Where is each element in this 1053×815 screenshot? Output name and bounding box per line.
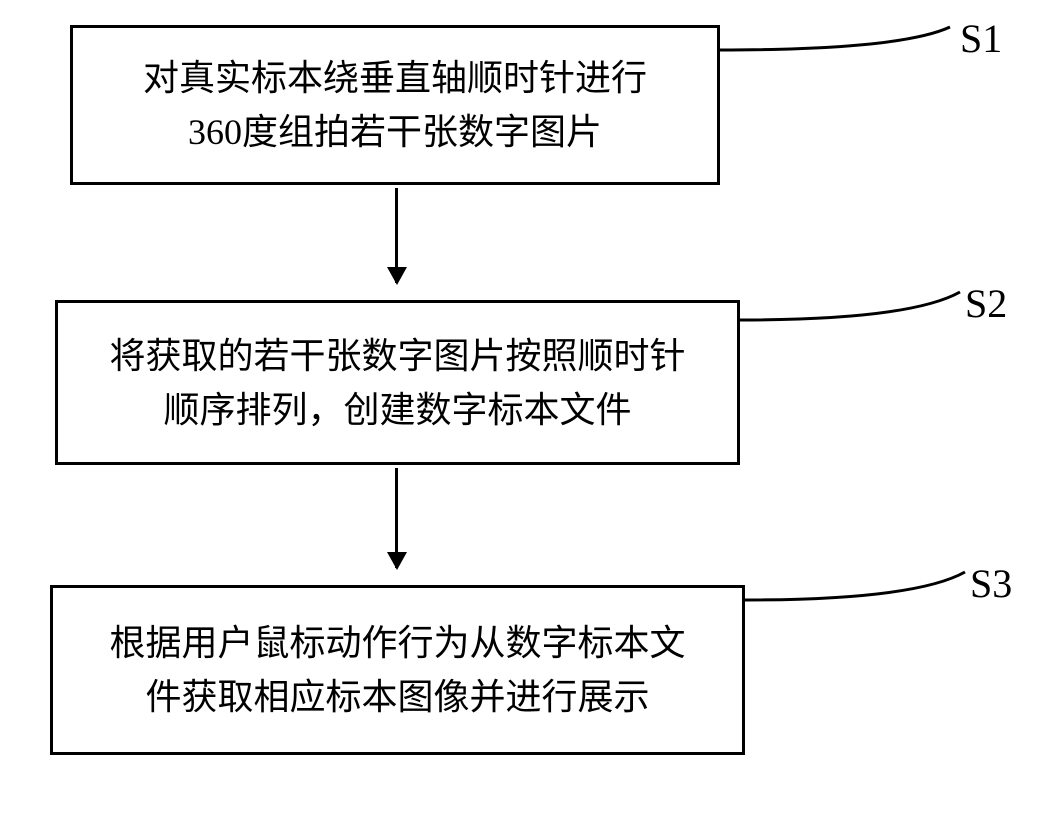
step-label-s1: S1 xyxy=(960,15,1002,62)
step-label-s2: S2 xyxy=(965,280,1007,327)
flowchart-container: 对真实标本绕垂直轴顺时针进行 360度组拍若干张数字图片 将获取的若干张数字图片… xyxy=(0,0,1053,815)
connector-s1 xyxy=(720,25,960,75)
box-text-s3: 根据用户鼠标动作行为从数字标本文 件获取相应标本图像并进行展示 xyxy=(109,616,685,724)
arrow-s1-s2 xyxy=(395,188,398,283)
flowchart-box-s2: 将获取的若干张数字图片按照顺时针 顺序排列，创建数字标本文件 xyxy=(55,300,740,465)
box-text-s1: 对真实标本绕垂直轴顺时针进行 360度组拍若干张数字图片 xyxy=(143,51,647,159)
connector-s3 xyxy=(745,570,975,620)
arrow-s2-s3 xyxy=(395,468,398,568)
box-text-s2: 将获取的若干张数字图片按照顺时针 顺序排列，创建数字标本文件 xyxy=(109,329,685,437)
step-label-s3: S3 xyxy=(970,560,1012,607)
flowchart-box-s3: 根据用户鼠标动作行为从数字标本文 件获取相应标本图像并进行展示 xyxy=(50,585,745,755)
connector-s2 xyxy=(740,290,970,340)
flowchart-box-s1: 对真实标本绕垂直轴顺时针进行 360度组拍若干张数字图片 xyxy=(70,25,720,185)
